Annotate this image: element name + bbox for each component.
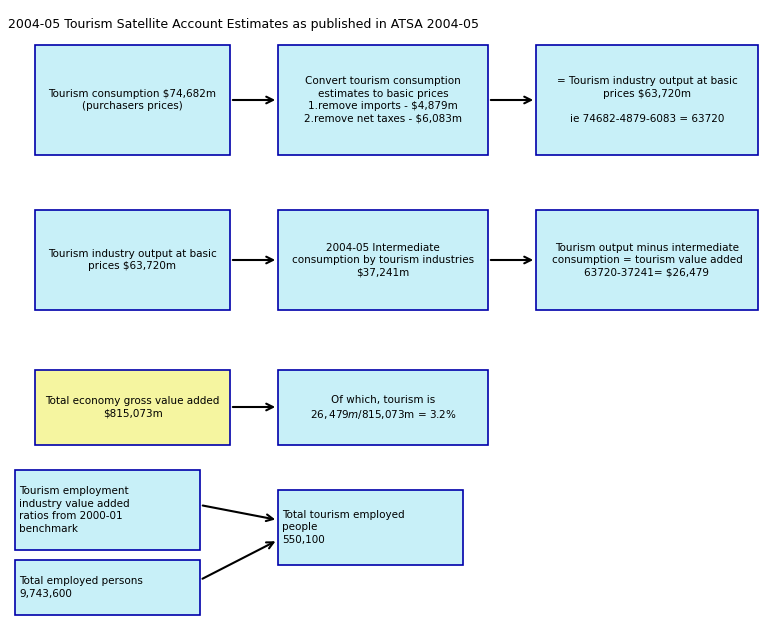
Text: 2004-05 Tourism Satellite Account Estimates as published in ATSA 2004-05: 2004-05 Tourism Satellite Account Estima… [8, 18, 479, 31]
Text: Total tourism employed
people
550,100: Total tourism employed people 550,100 [282, 510, 404, 545]
Text: Tourism consumption $74,682m
(purchasers prices): Tourism consumption $74,682m (purchasers… [49, 89, 216, 111]
Text: Of which, tourism is
$26,479m/$815,073m = 3.2%: Of which, tourism is $26,479m/$815,073m … [310, 395, 456, 421]
Bar [536, 210, 758, 310]
Text: = Tourism industry output at basic
prices $63,720m

ie 74682-4879-6083 = 63720: = Tourism industry output at basic price… [557, 77, 737, 124]
Text: Convert tourism consumption
estimates to basic prices
1.remove imports - $4,879m: Convert tourism consumption estimates to… [304, 77, 462, 124]
Text: Tourism industry output at basic
prices $63,720m: Tourism industry output at basic prices … [48, 249, 217, 271]
Bar [35, 210, 230, 310]
Bar [35, 370, 230, 445]
Bar [278, 370, 488, 445]
Bar [15, 470, 200, 550]
Bar [536, 45, 758, 155]
Bar [278, 45, 488, 155]
Bar [35, 45, 230, 155]
Bar [278, 210, 488, 310]
Text: Tourism output minus intermediate
consumption = tourism value added
63720-37241=: Tourism output minus intermediate consum… [552, 243, 742, 278]
Text: 2004-05 Intermediate
consumption by tourism industries
$37,241m: 2004-05 Intermediate consumption by tour… [292, 243, 474, 278]
Text: Tourism employment
industry value added
ratios from 2000-01
benchmark: Tourism employment industry value added … [19, 486, 130, 534]
Bar [15, 560, 200, 615]
Text: Total employed persons
9,743,600: Total employed persons 9,743,600 [19, 576, 143, 599]
Text: Total economy gross value added
$815,073m: Total economy gross value added $815,073… [46, 396, 220, 419]
Bar [278, 490, 463, 565]
